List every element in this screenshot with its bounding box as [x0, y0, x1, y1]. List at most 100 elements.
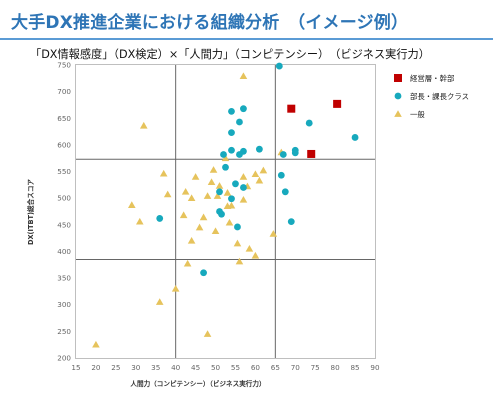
data-point-triangle [213, 192, 222, 199]
x-tick-label: 40 [171, 363, 181, 372]
x-tick-label: 55 [231, 363, 240, 372]
data-point-circle [228, 146, 235, 154]
data-point-circle [291, 149, 299, 157]
data-point-circle [240, 105, 247, 113]
y-tick-label: 550 [57, 167, 71, 176]
x-tick-label: 80 [331, 363, 341, 372]
x-tick-label: 30 [131, 363, 141, 372]
data-point-circle [305, 119, 313, 127]
data-point-circle [275, 62, 283, 70]
x-tick-label: 90 [370, 363, 380, 372]
y-tick-label: 700 [57, 87, 71, 96]
x-axis-label: 人間力（コンピテンシー）（ビジネス実行力） [130, 379, 265, 388]
data-point-triangle [225, 218, 234, 226]
data-point-circle [218, 210, 225, 218]
x-tick-label: 45 [191, 363, 200, 372]
data-point-triangle [159, 169, 168, 177]
data-point-triangle [191, 173, 200, 180]
data-point-circle [156, 215, 164, 222]
legend-label: 部長・課長クラス [410, 92, 469, 101]
data-point-triangle [199, 213, 208, 221]
plot-area-border [75, 64, 376, 359]
data-point-triangle [215, 182, 224, 189]
legend-marker-triangle [394, 110, 402, 117]
x-tick-label: 15 [71, 363, 80, 372]
data-point-circle [228, 195, 235, 203]
data-point-triangle [239, 195, 248, 203]
data-point-circle [255, 145, 263, 153]
data-point-circle [200, 269, 207, 277]
y-tick-label: 300 [57, 300, 71, 309]
y-tick-label: 350 [57, 274, 71, 283]
data-point-triangle [251, 170, 260, 178]
y-tick-label: 500 [57, 194, 71, 203]
data-point-triangle [239, 173, 248, 180]
data-point-triangle [239, 72, 248, 80]
x-tick-label: 35 [151, 363, 160, 372]
data-point-triangle [209, 166, 218, 173]
y-tick-label: 650 [57, 114, 71, 123]
x-tick-label: 75 [311, 363, 320, 372]
data-point-triangle [203, 192, 212, 199]
data-point-triangle [227, 201, 236, 209]
data-point-triangle [221, 154, 230, 162]
data-point-triangle [255, 176, 264, 184]
data-point-square [287, 104, 296, 113]
data-point-triangle [128, 201, 136, 208]
data-point-circle [236, 151, 243, 158]
x-tick-label: 70 [291, 363, 301, 372]
y-tick-label: 450 [57, 220, 71, 229]
data-point-triangle [195, 223, 204, 231]
data-point-circle [351, 134, 359, 141]
data-point-circle [281, 188, 289, 196]
data-point-triangle [181, 187, 190, 195]
x-tick-label: 85 [350, 363, 359, 372]
y-axis-ticks: 200 250 300 350 400 450 500 550 600 650 700 750 [57, 61, 71, 363]
data-points [92, 62, 359, 348]
data-point-triangle [183, 259, 192, 267]
y-tick-label: 600 [57, 140, 71, 149]
data-point-circle [236, 118, 243, 126]
data-point-circle [216, 188, 223, 196]
y-axis-label: DX(ITBT)総合スコア [26, 179, 35, 245]
legend-marker-square [394, 74, 402, 82]
data-point-triangle [203, 330, 212, 337]
data-point-triangle [179, 211, 188, 219]
y-tick-label: 750 [57, 61, 71, 70]
title-underline [0, 38, 493, 40]
data-point-triangle [211, 227, 220, 235]
x-axis-ticks: 15 20 25 30 35 40 45 50 55 60 65 70 75 80 85 90 [71, 363, 380, 372]
data-point-triangle [187, 237, 196, 244]
data-point-triangle [235, 257, 244, 265]
y-tick-label: 250 [57, 327, 71, 336]
data-point-triangle [245, 244, 254, 252]
data-point-triangle [171, 284, 180, 292]
data-point-triangle [92, 340, 100, 348]
data-point-circle [232, 180, 239, 188]
data-point-triangle [233, 239, 242, 247]
y-tick-label: 200 [57, 354, 71, 363]
legend-label: 一般 [410, 110, 425, 119]
data-point-triangle [207, 178, 216, 186]
x-tick-label: 20 [91, 363, 101, 372]
x-tick-label: 65 [271, 363, 280, 372]
x-tick-label: 60 [251, 363, 261, 372]
data-point-triangle [155, 298, 164, 305]
data-point-triangle [139, 121, 148, 129]
data-point-circle [234, 223, 241, 231]
data-point-circle [279, 151, 287, 158]
data-point-circle [277, 171, 285, 179]
data-point-circle [222, 163, 229, 171]
x-tick-label: 50 [211, 363, 221, 372]
data-point-circle [228, 129, 235, 137]
data-point-triangle [135, 217, 144, 225]
data-point-circle [228, 107, 235, 115]
legend-marker-circle [394, 92, 402, 100]
data-point-circle [220, 151, 227, 158]
data-point-triangle [251, 251, 260, 259]
page-title: 大手DX推進企業における組織分析 （イメージ例） [11, 13, 409, 33]
quadrant-lines [76, 65, 375, 358]
legend-label: 経営層・幹部 [410, 74, 454, 83]
